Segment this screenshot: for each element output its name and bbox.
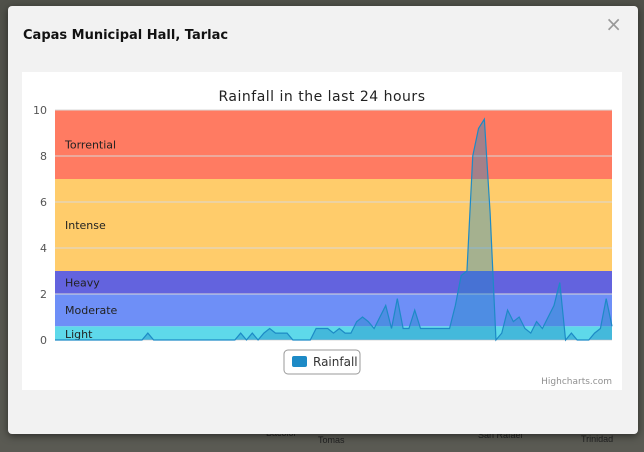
rainfall-line[interactable] [55,117,613,342]
band-label: Torrential [64,139,116,152]
band-intense [55,179,612,271]
modal-title: Capas Municipal Hall, Tarlac [23,28,229,43]
band-label: Moderate [65,304,118,317]
band-label: Intense [65,219,106,232]
band-label: Light [65,328,93,341]
map-label: San Rafael [478,430,523,440]
legend[interactable]: Rainfall [283,349,361,375]
y-tick-label: 4 [40,242,47,255]
map-label: Trinidad [581,434,614,444]
station-modal: Capas Municipal Hall, Tarlac × Rainfall … [8,6,638,434]
y-tick-label: 6 [40,196,47,209]
close-icon[interactable]: × [605,12,622,36]
legend-color-swatch [292,356,307,367]
rainfall-chart: Rainfall in the last 24 hours Light Moder… [22,72,622,390]
band-label: Heavy [65,277,100,290]
band-heavy [55,271,612,294]
chart-title: Rainfall in the last 24 hours [219,89,426,105]
y-tick-label: 8 [40,150,47,163]
y-tick-label: 0 [40,334,47,347]
band-moderate [55,294,612,327]
chart-credits[interactable]: Highcharts.com [541,377,612,387]
y-tick-label: 2 [40,288,47,301]
legend-label: Rainfall [313,355,358,369]
y-tick-label: 10 [33,104,47,117]
band-torrential [55,110,612,179]
rainfall-area [55,119,612,340]
map-label: Tomas [318,435,345,445]
rainfall-chart-svg: Rainfall in the last 24 hours Light Moder… [33,89,613,387]
